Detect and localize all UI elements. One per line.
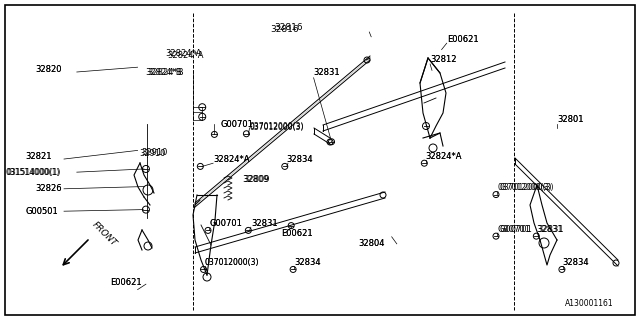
Text: 32831: 32831 [314, 68, 340, 77]
Text: 037012000(3): 037012000(3) [205, 258, 259, 267]
Text: 32801: 32801 [557, 116, 583, 124]
Text: 031514000(1): 031514000(1) [5, 168, 60, 177]
Text: 32826: 32826 [35, 184, 62, 193]
Text: 32821: 32821 [26, 152, 52, 161]
Text: 32804: 32804 [358, 239, 385, 248]
Text: E00621: E00621 [110, 278, 141, 287]
Text: 32831: 32831 [251, 220, 278, 228]
Text: 037012000(3): 037012000(3) [205, 258, 259, 267]
Text: FRONT: FRONT [90, 220, 118, 248]
Text: 32804: 32804 [358, 239, 385, 248]
Text: G00501: G00501 [26, 207, 58, 216]
Text: 32834: 32834 [562, 258, 589, 267]
Text: 32824*A: 32824*A [165, 49, 202, 58]
Text: 32834: 32834 [294, 258, 321, 267]
Text: 32824*B: 32824*B [147, 68, 184, 77]
Text: 32831: 32831 [314, 68, 340, 77]
Text: 32834: 32834 [287, 156, 314, 164]
Text: 32824*A: 32824*A [213, 156, 250, 164]
Text: 32831: 32831 [536, 225, 563, 234]
Text: 32826: 32826 [35, 184, 62, 193]
Text: G00701: G00701 [221, 120, 253, 129]
Text: 32809: 32809 [242, 175, 268, 184]
Text: 32831: 32831 [251, 220, 278, 228]
Text: 32824*A: 32824*A [168, 51, 204, 60]
Text: 32910: 32910 [140, 149, 166, 158]
Text: G00701: G00701 [499, 225, 532, 234]
Text: 32834: 32834 [294, 258, 321, 267]
Text: 32812: 32812 [430, 55, 456, 64]
Text: G00701: G00701 [210, 220, 243, 228]
Text: 32820: 32820 [35, 65, 61, 74]
Text: 32824*A: 32824*A [213, 156, 250, 164]
Text: E00621: E00621 [282, 229, 313, 238]
Text: 32812: 32812 [430, 55, 456, 64]
Text: E00621: E00621 [447, 35, 478, 44]
Text: 32834: 32834 [287, 156, 314, 164]
Text: 32820: 32820 [35, 65, 61, 74]
Text: 32910: 32910 [141, 148, 167, 157]
Text: E00621: E00621 [447, 35, 478, 44]
Text: 037012000(3): 037012000(3) [250, 123, 304, 132]
Text: 037012000(3): 037012000(3) [498, 183, 552, 192]
Text: 32824*A: 32824*A [426, 152, 462, 161]
Text: 031514000(1): 031514000(1) [6, 168, 61, 177]
Text: 32824*A: 32824*A [426, 152, 462, 161]
Text: 32809: 32809 [243, 175, 269, 184]
Text: G00701: G00701 [210, 220, 243, 228]
Text: 32834: 32834 [562, 258, 589, 267]
Text: 32801: 32801 [557, 116, 583, 124]
Text: G00701: G00701 [221, 120, 253, 129]
Text: 037012000(3): 037012000(3) [499, 183, 554, 192]
Text: 32816: 32816 [270, 25, 299, 34]
Text: E00621: E00621 [110, 278, 141, 287]
Text: 037012000(3): 037012000(3) [250, 122, 304, 131]
Text: 32821: 32821 [26, 152, 52, 161]
Text: 32831: 32831 [538, 225, 564, 234]
Text: G00501: G00501 [26, 207, 58, 216]
Text: 32824*B: 32824*B [145, 68, 182, 77]
Text: A130001161: A130001161 [565, 299, 614, 308]
Text: 32816: 32816 [274, 23, 303, 32]
Text: E00621: E00621 [282, 229, 313, 238]
Text: G00701: G00701 [498, 225, 531, 234]
